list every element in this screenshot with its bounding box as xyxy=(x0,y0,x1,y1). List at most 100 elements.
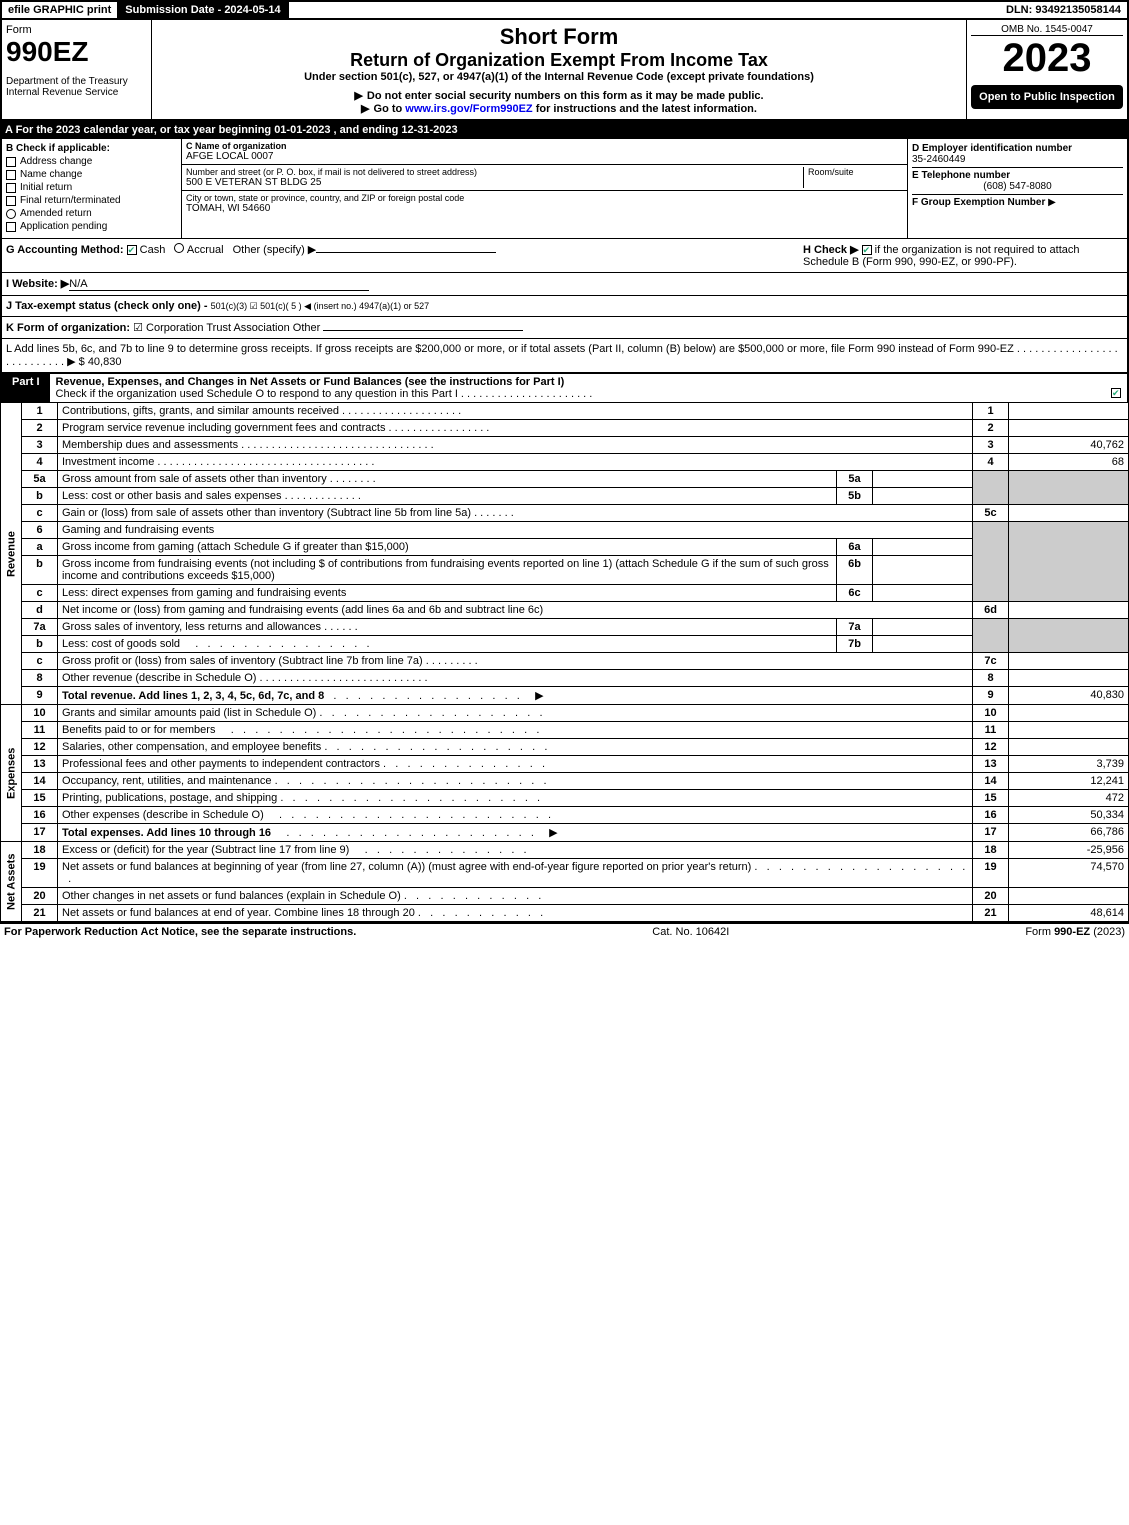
line-10-amt xyxy=(1009,705,1129,722)
irs-url[interactable]: www.irs.gov/Form990EZ xyxy=(405,103,532,115)
l-text: L Add lines 5b, 6c, and 7b to line 9 to … xyxy=(6,343,1014,355)
e-label: E Telephone number xyxy=(912,167,1123,181)
line-2-amt xyxy=(1009,420,1129,437)
line-21-amt: 48,614 xyxy=(1009,905,1129,922)
line-5b-desc: Less: cost or other basis and sales expe… xyxy=(62,490,282,502)
open-public-box: Open to Public Inspection xyxy=(971,85,1123,109)
section-a-header: A For the 2023 calendar year, or tax yea… xyxy=(0,121,1129,139)
line-19-amt: 74,570 xyxy=(1009,859,1129,888)
l-amt: ▶ $ 40,830 xyxy=(67,356,121,368)
chk-accrual[interactable] xyxy=(174,243,184,253)
line-10-no: 10 xyxy=(22,705,58,722)
line-14-desc: Occupancy, rent, utilities, and maintena… xyxy=(62,775,272,787)
line-5a-no: 5a xyxy=(22,471,58,488)
part-i-header: Part I Revenue, Expenses, and Changes in… xyxy=(0,374,1129,402)
line-5a-desc: Gross amount from sale of assets other t… xyxy=(62,473,327,485)
revenue-table: Revenue 1 Contributions, gifts, grants, … xyxy=(0,402,1129,922)
line-14-amt: 12,241 xyxy=(1009,773,1129,790)
form-title-1: Short Form xyxy=(156,24,962,50)
line-5c-amt xyxy=(1009,505,1129,522)
gh-block: G Accounting Method: Cash Accrual Other … xyxy=(0,239,1129,273)
line-6d-ln: 6d xyxy=(973,602,1009,619)
f-arrow: ▶ xyxy=(1048,197,1056,208)
omb-label: OMB No. 1545-0047 xyxy=(971,24,1123,36)
line-11-desc: Benefits paid to or for members xyxy=(62,724,215,736)
chk-schedule-o[interactable] xyxy=(1111,388,1121,398)
line-5ab-grey xyxy=(973,471,1009,505)
irs-label: Internal Revenue Service xyxy=(6,87,147,98)
part-i-title: Revenue, Expenses, and Changes in Net As… xyxy=(56,376,565,388)
line-6d-amt xyxy=(1009,602,1129,619)
chk-cash[interactable] xyxy=(127,245,137,255)
line-7b-subamt xyxy=(873,636,973,653)
line-2-no: 2 xyxy=(22,420,58,437)
line-11-no: 11 xyxy=(22,722,58,739)
line-8-amt xyxy=(1009,670,1129,687)
chk-amended-return[interactable] xyxy=(6,209,16,219)
line-6-grey xyxy=(973,522,1009,602)
room-suite-label: Room/suite xyxy=(803,167,903,188)
chk-application-pending[interactable] xyxy=(6,222,16,232)
line-4-desc: Investment income xyxy=(62,456,154,468)
line-15-no: 15 xyxy=(22,790,58,807)
org-street: 500 E VETERAN ST BLDG 25 xyxy=(186,177,803,188)
line-7a-sub: 7a xyxy=(837,619,873,636)
line-13-ln: 13 xyxy=(973,756,1009,773)
line-9-amt: 40,830 xyxy=(1009,687,1129,705)
line-11-amt xyxy=(1009,722,1129,739)
line-6a-sub: 6a xyxy=(837,539,873,556)
line-7b-sub: 7b xyxy=(837,636,873,653)
f-label: F Group Exemption Number ▶ xyxy=(912,194,1123,208)
line-4-ln: 4 xyxy=(973,454,1009,471)
chk-initial-return[interactable] xyxy=(6,183,16,193)
line-7a-no: 7a xyxy=(22,619,58,636)
line-9-no: 9 xyxy=(22,687,58,705)
chk-address-change[interactable] xyxy=(6,157,16,167)
line-6d-no: d xyxy=(22,602,58,619)
line-20-no: 20 xyxy=(22,888,58,905)
line-16-ln: 16 xyxy=(973,807,1009,824)
expenses-section-label: Expenses xyxy=(1,705,22,842)
ein-value: 35-2460449 xyxy=(912,154,1123,165)
g-accrual: Accrual xyxy=(187,244,224,256)
g-other-input[interactable] xyxy=(316,252,496,253)
form-number: 990EZ xyxy=(6,36,147,68)
line-18-desc: Excess or (deficit) for the year (Subtra… xyxy=(62,844,349,856)
form-title-2: Return of Organization Exempt From Incom… xyxy=(156,50,962,71)
line-7ab-grey xyxy=(973,619,1009,653)
line-17-desc: Total expenses. Add lines 10 through 16 xyxy=(62,827,271,839)
line-12-ln: 12 xyxy=(973,739,1009,756)
line-20-amt xyxy=(1009,888,1129,905)
line-5c-ln: 5c xyxy=(973,505,1009,522)
line-7b-no: b xyxy=(22,636,58,653)
line-3-no: 3 xyxy=(22,437,58,454)
line-11-ln: 11 xyxy=(973,722,1009,739)
k-other-input[interactable] xyxy=(323,330,523,331)
line-5c-desc: Gain or (loss) from sale of assets other… xyxy=(62,507,471,519)
chk-final-return[interactable] xyxy=(6,196,16,206)
line-15-ln: 15 xyxy=(973,790,1009,807)
line-1-amt xyxy=(1009,403,1129,420)
part-i-check-text: Check if the organization used Schedule … xyxy=(56,388,458,400)
col-def: D Employer identification number 35-2460… xyxy=(907,139,1127,238)
chk-name-change[interactable] xyxy=(6,170,16,180)
line-1-no: 1 xyxy=(22,403,58,420)
line-8-ln: 8 xyxy=(973,670,1009,687)
line-5c-no: c xyxy=(22,505,58,522)
footer-right: Form 990-EZ (2023) xyxy=(1025,926,1125,938)
line-6-no: 6 xyxy=(22,522,58,539)
line-16-no: 16 xyxy=(22,807,58,824)
chk-schedule-b[interactable] xyxy=(862,245,872,255)
line-6c-desc: Less: direct expenses from gaming and fu… xyxy=(58,585,837,602)
efile-label[interactable]: efile GRAPHIC print xyxy=(2,2,119,18)
line-4-no: 4 xyxy=(22,454,58,471)
g-block: G Accounting Method: Cash Accrual Other … xyxy=(6,243,803,268)
line-13-desc: Professional fees and other payments to … xyxy=(62,758,380,770)
d-label: D Employer identification number xyxy=(912,143,1123,154)
opt-amended-return: Amended return xyxy=(20,208,92,219)
dln-label: DLN: 93492135058144 xyxy=(1000,2,1127,18)
top-bar: efile GRAPHIC print Submission Date - 20… xyxy=(0,0,1129,20)
line-4-amt: 68 xyxy=(1009,454,1129,471)
c-name-label: C Name of organization xyxy=(186,141,903,151)
goto-link[interactable]: Go to www.irs.gov/Form990EZ for instruct… xyxy=(156,102,962,115)
